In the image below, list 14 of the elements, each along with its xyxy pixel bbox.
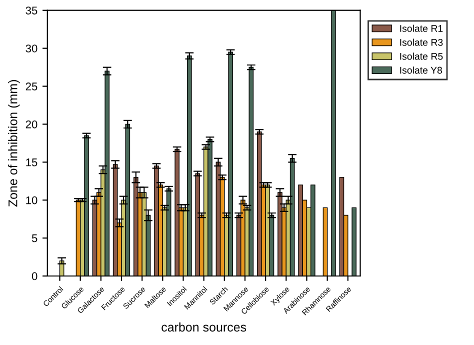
y-axis-title: Zone of inhibition (mm) <box>8 80 20 207</box>
y-tick-label: 15 <box>26 158 38 166</box>
y-tick-label: 20 <box>26 120 38 128</box>
legend-label: Isolate Y8 <box>400 66 442 74</box>
y-tick-label: 30 <box>26 44 38 52</box>
y-tick-label: 5 <box>32 234 38 242</box>
legend-label: Isolate R1 <box>400 24 443 32</box>
y-tick-label: 25 <box>26 82 38 90</box>
legend-label: Isolate R3 <box>400 38 443 46</box>
y-tick-label: 0 <box>32 272 38 280</box>
y-tick-label: 10 <box>26 196 38 204</box>
y-tick-label: 35 <box>26 6 38 14</box>
x-axis-title: carbon sources <box>162 322 246 332</box>
legend-label: Isolate R5 <box>400 52 443 60</box>
